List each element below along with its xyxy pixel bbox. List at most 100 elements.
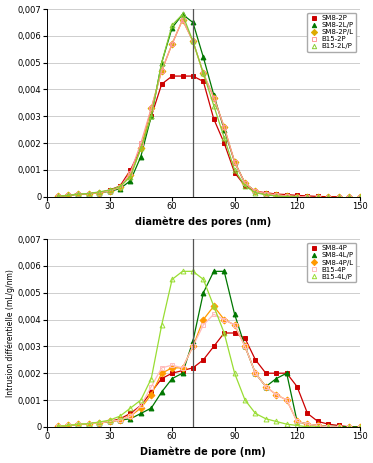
B15-2P <box>211 95 216 100</box>
SM8-2P <box>55 194 60 199</box>
SM8-2P <box>336 194 341 200</box>
B15-2P <box>357 194 362 200</box>
SM8-2P <box>170 73 174 79</box>
Line: SM8-4P/L: SM8-4P/L <box>55 304 362 429</box>
SM8-2P <box>295 193 299 198</box>
B15-2P <box>66 193 70 198</box>
B15-2P <box>170 41 174 47</box>
B15-2L/P <box>87 191 91 196</box>
SM8-4L/P <box>160 389 164 395</box>
SM8-2P/L <box>149 106 154 111</box>
SM8-4P/L <box>76 421 81 427</box>
SM8-2L/P <box>201 55 206 60</box>
SM8-2P/L <box>191 38 195 44</box>
SM8-2P/L <box>139 146 143 151</box>
SM8-4L/P <box>180 370 185 376</box>
B15-2L/P <box>347 194 351 200</box>
B15-4L/P <box>222 330 226 336</box>
SM8-4P <box>326 421 330 427</box>
B15-4L/P <box>243 397 247 403</box>
SM8-2P/L <box>66 193 70 198</box>
SM8-2P <box>243 183 247 189</box>
Line: SM8-2P/L: SM8-2P/L <box>55 17 362 199</box>
SM8-4P/L <box>316 423 320 428</box>
SM8-2P <box>128 167 133 173</box>
SM8-4P/L <box>295 419 299 424</box>
SM8-4L/P <box>87 421 91 426</box>
SM8-2L/P <box>347 194 351 200</box>
B15-2P <box>305 194 310 200</box>
SM8-4P <box>139 403 143 408</box>
B15-4L/P <box>326 424 330 430</box>
B15-4L/P <box>87 421 91 426</box>
B15-4L/P <box>191 269 195 274</box>
SM8-2P/L <box>305 194 310 200</box>
SM8-4P <box>243 336 247 341</box>
SM8-4P/L <box>191 344 195 349</box>
SM8-4P/L <box>139 405 143 411</box>
SM8-2L/P <box>128 178 133 183</box>
SM8-2P/L <box>211 95 216 100</box>
SM8-2L/P <box>285 194 289 199</box>
B15-4L/P <box>55 424 60 429</box>
B15-4L/P <box>180 269 185 274</box>
SM8-4P/L <box>97 420 101 425</box>
SM8-2L/P <box>232 159 237 165</box>
SM8-2P/L <box>128 173 133 178</box>
B15-2L/P <box>232 167 237 173</box>
SM8-2P/L <box>316 194 320 200</box>
B15-2L/P <box>336 194 341 200</box>
B15-4P <box>285 397 289 403</box>
B15-4P <box>253 370 258 376</box>
B15-4L/P <box>139 397 143 403</box>
SM8-2P <box>285 192 289 197</box>
B15-4L/P <box>160 322 164 328</box>
B15-4L/P <box>66 423 70 428</box>
SM8-4P <box>149 389 154 395</box>
SM8-4P <box>357 424 362 430</box>
SM8-2P/L <box>170 41 174 47</box>
B15-4P <box>118 417 122 423</box>
SM8-2P/L <box>55 194 60 199</box>
B15-4L/P <box>76 421 81 427</box>
SM8-2P/L <box>357 194 362 200</box>
B15-4L/P <box>285 421 289 427</box>
SM8-4P/L <box>180 365 185 370</box>
SM8-4P/L <box>336 424 341 430</box>
SM8-4L/P <box>222 269 226 274</box>
B15-4L/P <box>107 417 112 423</box>
SM8-2P <box>232 170 237 175</box>
B15-2L/P <box>211 103 216 108</box>
B15-4P <box>295 419 299 424</box>
B15-2L/P <box>139 146 143 151</box>
SM8-2L/P <box>139 154 143 159</box>
B15-4P <box>55 424 60 429</box>
Line: SM8-4P: SM8-4P <box>55 331 362 429</box>
B15-2L/P <box>170 22 174 28</box>
SM8-4P <box>170 370 174 376</box>
SM8-2P/L <box>264 191 268 196</box>
SM8-2P <box>149 113 154 119</box>
SM8-4L/P <box>243 344 247 349</box>
SM8-4P/L <box>305 421 310 427</box>
SM8-4L/P <box>55 424 60 429</box>
SM8-4P/L <box>66 423 70 428</box>
SM8-4P <box>97 420 101 425</box>
SM8-4L/P <box>264 384 268 389</box>
SM8-2P <box>305 193 310 199</box>
SM8-4P <box>347 424 351 430</box>
SM8-2L/P <box>222 127 226 132</box>
SM8-2L/P <box>211 92 216 98</box>
SM8-2P <box>180 73 185 79</box>
SM8-4P/L <box>274 392 279 397</box>
SM8-2P <box>357 194 362 200</box>
SM8-2P <box>107 187 112 193</box>
B15-2L/P <box>107 187 112 193</box>
B15-4L/P <box>149 376 154 382</box>
B15-2P <box>201 71 206 76</box>
SM8-4L/P <box>107 419 112 424</box>
SM8-2L/P <box>160 60 164 65</box>
B15-4L/P <box>264 416 268 422</box>
SM8-4L/P <box>97 420 101 425</box>
B15-4P <box>326 424 330 430</box>
